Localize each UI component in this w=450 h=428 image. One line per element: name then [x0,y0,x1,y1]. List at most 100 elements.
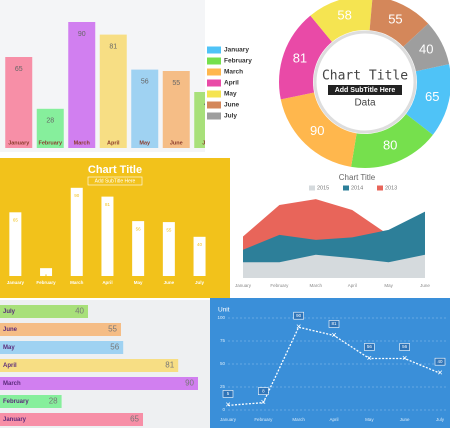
bar [5,57,33,148]
bar [36,108,64,148]
legend-label: July [224,113,237,120]
value-label: 90 [310,123,324,138]
value-label: 56 [136,226,142,231]
bar [0,305,88,318]
bar [0,395,62,408]
value-label: 80 [383,138,397,153]
bar [0,377,198,390]
axis-label: Unit [218,307,230,314]
value-label: 40 [419,42,433,57]
legend-label: January [224,47,249,54]
legend-label: 2014 [351,185,363,191]
category-label: May [134,280,143,285]
x-tick-label: February [254,417,273,422]
value-label: 65 [130,415,139,424]
y-tick-label: 75 [220,338,226,343]
horizontal-bar-chart: July 40 June 55 May 56 April 81 March 90 February 2… [0,305,198,426]
x-tick-label: April [348,283,357,288]
y-tick-label: 25 [220,384,226,389]
bar [131,69,159,148]
bar [132,221,145,276]
category-label: April [102,280,112,285]
legend-swatch [309,185,315,191]
value-label: 8 [45,273,48,278]
x-tick-label: May [365,417,374,422]
category-label: July [202,140,214,146]
category-label: June [164,280,175,285]
legend-label: 2015 [317,185,329,191]
value-label: 58 [337,8,351,23]
donut-segment [351,113,433,168]
category-label: April [107,140,120,146]
category-label: May [3,345,15,351]
point-marker: ✕ [331,332,337,339]
x-tick-label: March [292,417,305,422]
legend-label: February [224,58,252,65]
donut-chart: 65 January 80 February 90 March 81 April 58 May 55… [207,0,450,168]
value-box [434,357,446,366]
bar [162,71,190,148]
category-label: April [3,363,17,369]
x-tick-label: April [329,417,338,422]
x-tick-label: July [436,417,445,422]
value-box [399,343,410,351]
category-label: February [38,140,62,146]
subtitle-box [328,85,402,95]
category-label: February [36,280,56,285]
value-label: 90 [78,31,86,38]
value-label: 65 [425,89,439,104]
legend-label: June [224,102,240,109]
category-label: January [3,417,27,423]
value-box [258,387,269,395]
point-marker: ✕ [402,355,408,362]
bar [9,212,22,276]
chart-title: Chart Title [322,69,408,84]
legend-swatch [207,46,221,54]
category-label: June [170,140,183,146]
value-label: 90 [296,313,302,318]
category-label: July [195,280,205,285]
legend-swatch [207,112,221,120]
x-tick-label: March [310,283,323,288]
chart-subtitle: Add SubTitle Here [95,178,136,184]
value-label: 81 [109,43,117,50]
line-chart: Unit 0 25 50 75 100 ✕ 5 January ✕ 8 February ✕ 90 Marc… [210,298,450,428]
panel-background [210,298,450,428]
point-marker: ✕ [296,324,302,331]
value-label: 90 [185,379,194,388]
bar [194,92,205,148]
chart-subtitle: Add SubTitle Here [335,87,396,94]
legend-swatch [207,57,221,65]
legend-label: May [224,91,237,98]
legend-label: March [224,69,243,76]
bar [0,359,179,372]
bar-chart: Chart Title Add SubTitle Here 65 January 8 Fe… [0,158,230,298]
area [243,254,425,278]
subtitle-box [87,176,143,186]
x-tick-label: January [220,417,237,422]
y-tick-label: 0 [222,407,225,412]
value-label: 56 [367,344,373,349]
x-tick-label: January [235,283,252,288]
value-label: 55 [172,80,180,87]
value-label: 8 [262,388,265,393]
bar [193,236,206,276]
category-label: January [7,280,25,285]
point-marker: ✕ [366,355,372,362]
legend-swatch [377,185,383,191]
legend-swatch [207,79,221,87]
value-label: 40 [204,101,212,108]
value-label: 81 [105,202,111,207]
center-label: Data [354,98,376,109]
y-tick-label: 50 [220,361,226,366]
x-tick-label: February [270,283,289,288]
bar [99,34,127,148]
value-label: 55 [388,12,402,27]
category-label: June [3,327,18,333]
legend-swatch [207,68,221,76]
value-label: 55 [108,325,117,334]
bar [101,196,114,276]
inner-ring [313,30,417,134]
donut-segment [279,15,332,100]
